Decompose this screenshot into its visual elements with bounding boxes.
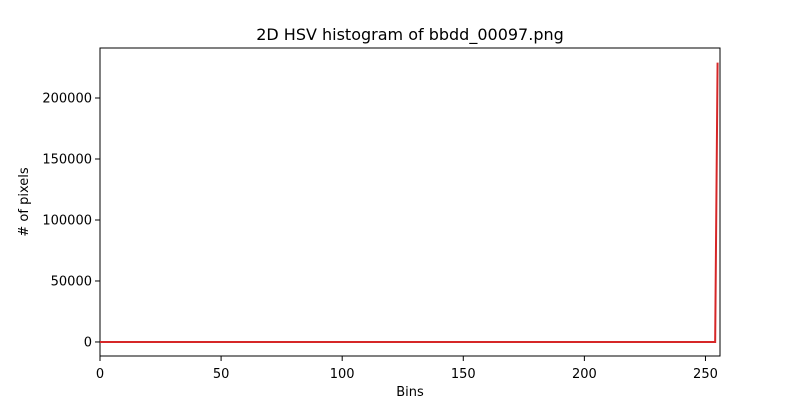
x-tick-label: 0	[96, 367, 104, 382]
x-tick-label: 200	[572, 367, 597, 382]
y-tick-label: 100000	[42, 213, 92, 228]
plot-frame	[99, 47, 721, 357]
histogram-series-line-0	[100, 62, 719, 343]
y-tick-label: 200000	[42, 92, 92, 107]
y-axis-ticks: 0 50000 100000 150000 200000	[42, 92, 100, 350]
y-tick-label: 50000	[51, 274, 92, 289]
x-tick-label: 50	[213, 367, 230, 382]
series-layer	[100, 62, 719, 343]
chart-title: 2D HSV histogram of bbdd_00097.png	[256, 25, 564, 45]
x-tick-label: 250	[693, 367, 718, 382]
y-tick-label: 150000	[42, 153, 92, 168]
x-axis-ticks: 0 50 100 150 200 250	[96, 356, 718, 382]
x-tick-label: 150	[451, 367, 476, 382]
x-axis-label: Bins	[396, 385, 424, 400]
x-tick-label: 100	[330, 367, 355, 382]
y-tick-label: 0	[84, 335, 92, 350]
y-axis-label: # of pixels	[17, 167, 32, 236]
